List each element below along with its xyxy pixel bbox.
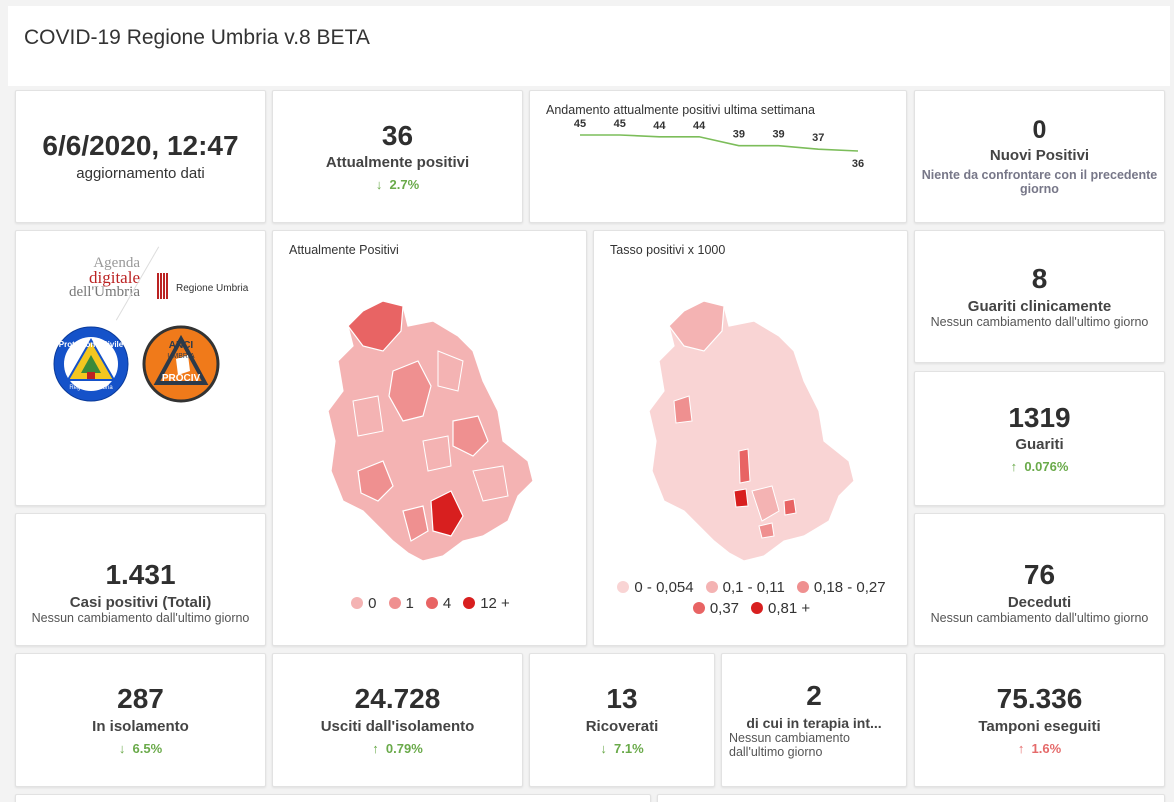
tamponi-label: Tamponi eseguiti [978,717,1101,735]
protezione-civile-logo [53,326,129,402]
usciti-delta: ↑ 0.79% [372,740,423,756]
agenda-logo: Agenda digitale dell'Umbria [68,255,140,300]
terapia-sub: Nessun cambiamento dall'ultimo giorno [729,730,850,759]
trend-title: Andamento attualmente positivi ultima se… [546,103,815,117]
guariti-clin-sub: Nessun cambiamento dall'ultimo giorno [930,314,1149,329]
arrow-down-icon: ↓ [118,740,126,756]
usciti-label: Usciti dall'isolamento [320,717,475,735]
legend-item: 0 - 0,054 [617,579,694,596]
trend-sparkline: 45 45 44 44 39 39 37 36 [574,118,864,170]
regione-logo-text: Regione Umbria [176,283,249,294]
ricoverati-value: 13 [606,683,638,715]
anci-logo-text: ANCI [168,340,194,351]
anci-logo-bot: PROCIV [161,373,201,384]
tamponi-delta: ↑ 1.6% [1017,740,1062,756]
logos-card: Agenda digitale dell'Umbria Regione Umbr… [15,230,266,506]
ricoverati-label: Ricoverati [585,717,659,735]
arrow-up-icon: ↑ [1010,459,1018,475]
legend-item: 0 [351,595,377,612]
deceduti-sub: Nessun cambiamento dall'ultimo giorno [930,610,1149,625]
tamponi-card[interactable]: 75.336 Tamponi eseguiti ↑ 1.6% [914,653,1165,787]
trend-line [580,134,859,152]
nuovi-card[interactable]: 0 Nuovi Positivi Niente da confrontare c… [914,90,1165,223]
bottom-card-right [657,794,1165,802]
attivi-delta: ↓ 2.7% [375,177,420,193]
deceduti-value: 76 [1023,559,1056,591]
map-tasso-legend: 0 - 0,054 0,1 - 0,11 0,18 - 0,27 0,37 0,… [604,579,899,617]
trend-point-label: 39 [772,129,784,141]
casi-value: 1.431 [105,559,176,591]
legend-item: 1 [388,595,414,612]
map-attivi[interactable] [323,291,543,566]
nuovi-note: Niente da confrontare con il precedente … [921,168,1158,197]
update-value: 6/6/2020, 12:47 [42,129,239,161]
terapia-value: 2 [806,680,822,712]
pc-logo-sub: Regione Umbria [69,385,113,391]
trend-card[interactable]: Andamento attualmente positivi ultima se… [529,90,907,223]
deceduti-card[interactable]: 76 Deceduti Nessun cambiamento dall'ulti… [914,513,1165,646]
map-attivi-card[interactable]: Attualmente Positivi 0 1 4 12 + [272,230,587,646]
isolamento-card[interactable]: 287 In isolamento ↓ 6.5% [15,653,266,787]
trend-point-label: 45 [574,118,586,130]
guariti-value: 1319 [1008,401,1071,433]
attivi-label: Attualmente positivi [325,154,470,172]
trend-point-label: 44 [653,120,666,132]
trend-point-label: 44 [693,120,706,132]
update-card[interactable]: 6/6/2020, 12:47 aggiornamento dati [15,90,266,223]
legend-item: 0,37 [692,600,739,617]
map-attivi-title: Attualmente Positivi [289,243,399,257]
regione-emblem-icon [157,273,169,299]
usciti-card[interactable]: 24.728 Usciti dall'isolamento ↑ 0.79% [272,653,523,787]
map-tasso-title: Tasso positivi x 1000 [610,243,726,257]
legend-item: 12 + [463,595,510,612]
anci-logo [142,325,220,403]
guariti-delta: ↑ 0.076% [1010,459,1069,475]
bottom-card-left [15,794,651,802]
nuovi-label: Nuovi Positivi [989,147,1090,165]
guariti-clin-label: Guariti clinicamente [967,297,1112,315]
legend-item: 4 [425,595,451,612]
terapia-label: di cui in terapia int... [746,714,882,731]
arrow-down-icon: ↓ [600,740,607,756]
trend-point-label: 45 [614,118,626,130]
deceduti-label: Deceduti [1007,593,1072,611]
page-title: COVID-19 Regione Umbria v.8 BETA [24,26,370,49]
map-tasso-card[interactable]: Tasso positivi x 1000 0 - 0,054 0,1 - 0,… [593,230,908,646]
terapia-card[interactable]: 2 di cui in terapia int... Nessun cambia… [721,653,907,787]
nuovi-value: 0 [1032,115,1047,144]
isolamento-value: 287 [117,683,164,715]
pc-logo-text: Protezione Civile [58,340,124,349]
legend-item: 0,1 - 0,11 [705,579,785,596]
legend-item: 0,18 - 0,27 [796,579,886,596]
arrow-up-icon: ↑ [1017,740,1025,756]
trend-point-label: 37 [812,132,824,144]
usciti-value: 24.728 [354,683,441,715]
header: COVID-19 Regione Umbria v.8 BETA [8,6,1170,86]
ricoverati-delta: ↓ 7.1% [600,740,644,756]
update-label: aggiornamento dati [76,165,205,183]
map-tasso[interactable] [644,291,864,566]
attivi-card[interactable]: 36 Attualmente positivi ↓ 2.7% [272,90,523,223]
trend-point-label: 36 [852,158,864,170]
anci-logo-mid: UMBRIA [167,353,195,360]
map-attivi-legend: 0 1 4 12 + [273,595,588,612]
guariti-card[interactable]: 1319 Guariti ↑ 0.076% [914,371,1165,506]
guariti-clin-card[interactable]: 8 Guariti clinicamente Nessun cambiament… [914,230,1165,363]
arrow-down-icon: ↓ [375,177,383,193]
trend-point-label: 39 [733,129,745,141]
arrow-up-icon: ↑ [372,740,379,756]
tamponi-value: 75.336 [996,683,1083,715]
casi-label: Casi positivi (Totali) [69,593,212,611]
isolamento-label: In isolamento [92,717,189,735]
isolamento-delta: ↓ 6.5% [118,740,163,756]
guariti-label: Guariti [1015,436,1064,454]
legend-item: 0,81 + [751,600,810,617]
attivi-value: 36 [381,119,414,151]
ricoverati-card[interactable]: 13 Ricoverati ↓ 7.1% [529,653,715,787]
casi-sub: Nessun cambiamento dall'ultimo giorno [31,610,250,625]
casi-card[interactable]: 1.431 Casi positivi (Totali) Nessun camb… [15,513,266,646]
guariti-clin-value: 8 [1031,263,1048,295]
